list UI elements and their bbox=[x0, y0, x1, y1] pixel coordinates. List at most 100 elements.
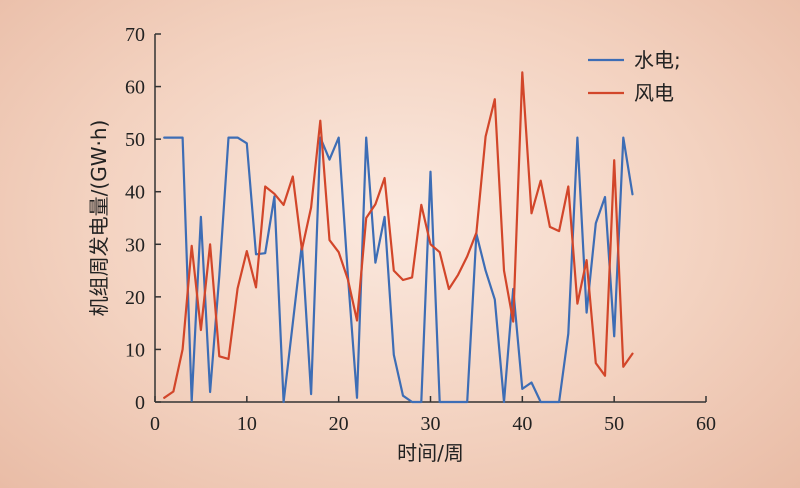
series-2-point bbox=[365, 217, 367, 219]
y-tick-label: 40 bbox=[125, 182, 145, 204]
series-1-point bbox=[209, 391, 211, 393]
series-2-point bbox=[310, 206, 312, 208]
series-2-point bbox=[558, 230, 560, 232]
series-2-point bbox=[567, 185, 569, 187]
series-1-point bbox=[236, 136, 238, 138]
series-1-point bbox=[631, 193, 633, 195]
series-2-point bbox=[549, 226, 551, 228]
x-tick-label: 30 bbox=[421, 413, 441, 435]
series-1-point bbox=[576, 136, 578, 138]
series-1-point bbox=[613, 335, 615, 337]
series-2-point bbox=[595, 362, 597, 364]
series-2-point bbox=[448, 288, 450, 290]
series-1-point bbox=[595, 222, 597, 224]
x-ticks: 0 10 20 30 40 50 60 bbox=[150, 396, 716, 435]
series-2-point bbox=[282, 204, 284, 206]
series-2-point bbox=[209, 243, 211, 245]
series-1-point bbox=[328, 158, 330, 160]
series-1-point bbox=[411, 401, 413, 403]
series-1-point bbox=[246, 142, 248, 144]
series-2-point bbox=[420, 204, 422, 206]
series-2-point bbox=[191, 245, 193, 247]
x-tick-label: 20 bbox=[329, 413, 349, 435]
x-tick-label: 10 bbox=[237, 413, 257, 435]
series-1-point bbox=[264, 252, 266, 254]
series-1-point bbox=[393, 353, 395, 355]
series-2-point bbox=[273, 193, 275, 195]
series-2-point bbox=[181, 348, 183, 350]
series-1-point bbox=[218, 275, 220, 277]
series-1-point bbox=[438, 401, 440, 403]
series-1-point bbox=[163, 136, 165, 138]
series-1-point bbox=[549, 401, 551, 403]
series-1-point bbox=[374, 261, 376, 263]
series-1-point bbox=[172, 136, 174, 138]
series-2-point bbox=[319, 120, 321, 122]
series-2-point bbox=[530, 212, 532, 214]
series-1-point bbox=[181, 136, 183, 138]
series-1-point bbox=[540, 401, 542, 403]
series-2-point bbox=[301, 248, 303, 250]
x-tick-label: 0 bbox=[150, 413, 160, 435]
series-1-point bbox=[457, 401, 459, 403]
series-1-point bbox=[292, 322, 294, 324]
series-2-point bbox=[521, 71, 523, 73]
y-ticks: 0 10 20 30 40 50 60 70 bbox=[125, 24, 161, 414]
series-1-point bbox=[503, 401, 505, 403]
series-1-point bbox=[530, 381, 532, 383]
series-2-point bbox=[604, 375, 606, 377]
series-1-point bbox=[337, 136, 339, 138]
series-1-point bbox=[282, 401, 284, 403]
y-tick-label: 0 bbox=[135, 392, 145, 414]
series-2-point bbox=[264, 185, 266, 187]
series-1-point bbox=[227, 136, 229, 138]
y-tick-label: 20 bbox=[125, 287, 145, 309]
series-1-point bbox=[365, 136, 367, 138]
series-1-point bbox=[567, 332, 569, 334]
y-axis-title: 机组周发电量/(GW·h) bbox=[87, 120, 111, 317]
series-1-point bbox=[429, 171, 431, 173]
series-2-point bbox=[292, 175, 294, 177]
series-2-point bbox=[576, 302, 578, 304]
series-lines bbox=[163, 71, 634, 404]
series-1-point bbox=[494, 298, 496, 300]
series-1-point bbox=[585, 311, 587, 313]
series-2-point bbox=[328, 239, 330, 241]
series-1-point bbox=[521, 388, 523, 390]
legend-label-1: 水电; bbox=[634, 48, 681, 72]
series-1-point bbox=[402, 394, 404, 396]
series-2-point bbox=[200, 329, 202, 331]
series-2-point bbox=[236, 287, 238, 289]
series-2-point bbox=[172, 390, 174, 392]
series-2-point bbox=[466, 255, 468, 257]
series-2-point bbox=[356, 319, 358, 321]
series-2-point bbox=[475, 232, 477, 234]
series-1-point bbox=[604, 196, 606, 198]
y-tick-label: 30 bbox=[125, 234, 145, 256]
series-2-point bbox=[429, 243, 431, 245]
series-2-point bbox=[512, 320, 514, 322]
series-2-point bbox=[337, 251, 339, 253]
series-2-point bbox=[631, 352, 633, 354]
x-tick-label: 60 bbox=[696, 413, 716, 435]
series-1-point bbox=[200, 216, 202, 218]
series-2-point bbox=[494, 98, 496, 100]
legend: 水电; 风电 bbox=[588, 48, 681, 105]
series-2-point bbox=[484, 135, 486, 137]
series-2-point bbox=[255, 286, 257, 288]
series-2-point bbox=[540, 179, 542, 181]
series-2-point bbox=[457, 274, 459, 276]
x-tick-label: 50 bbox=[604, 413, 624, 435]
series-2-point bbox=[374, 203, 376, 205]
legend-label-2: 风电 bbox=[634, 81, 674, 105]
series-2-point bbox=[438, 251, 440, 253]
series-2-point bbox=[393, 269, 395, 271]
series-1-point bbox=[310, 393, 312, 395]
y-tick-label: 70 bbox=[125, 24, 145, 46]
y-tick-label: 50 bbox=[125, 129, 145, 151]
series-1-point bbox=[448, 401, 450, 403]
x-axis-title: 时间/周 bbox=[397, 441, 464, 465]
series-1-point bbox=[484, 269, 486, 271]
